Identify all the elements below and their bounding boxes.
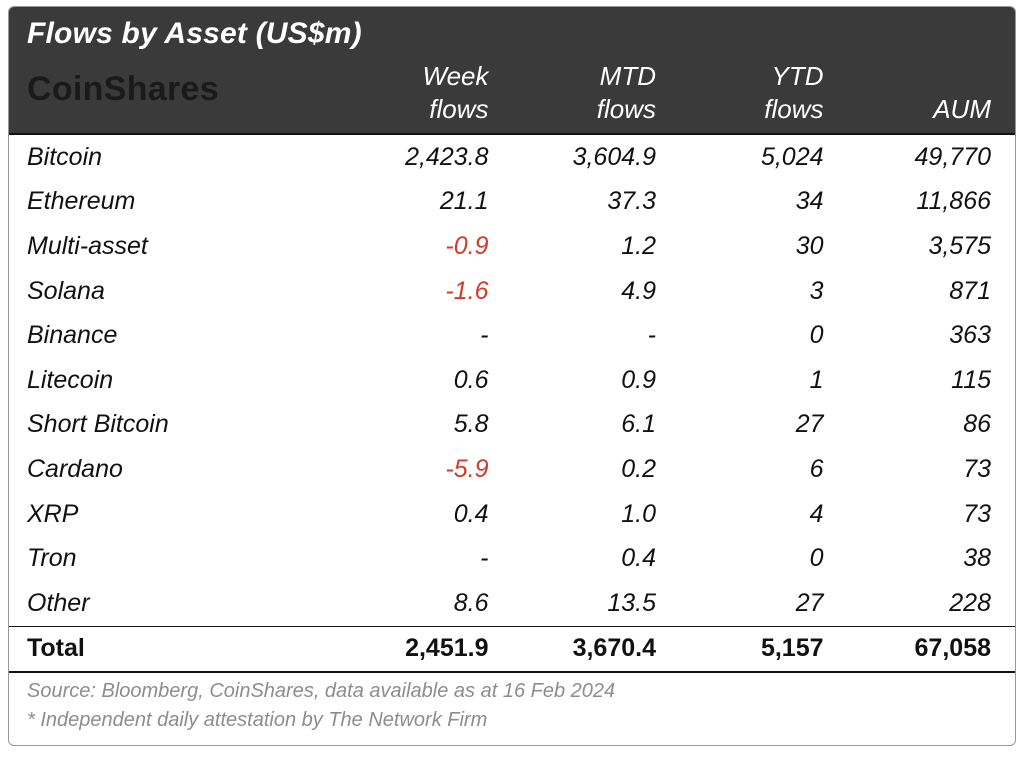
cell-ytd: 1	[662, 366, 830, 395]
cell-aum: 49,770	[830, 143, 998, 172]
cell-aum: 871	[830, 277, 998, 306]
cell-ytd: 6	[662, 455, 830, 484]
cell-week: 8.6	[327, 589, 495, 618]
footer-source: Source: Bloomberg, CoinShares, data avai…	[27, 677, 997, 706]
cell-week: -5.9	[327, 455, 495, 484]
asset-name: Short Bitcoin	[27, 410, 327, 439]
col-aum: AUM	[830, 93, 998, 126]
table-header: Flows by Asset (US$m) CoinShares Week fl…	[9, 7, 1015, 133]
cell-aum: 73	[830, 455, 998, 484]
col-mtd-flows: MTD flows	[495, 60, 663, 125]
asset-name: Multi-asset	[27, 232, 327, 261]
total-row: Total 2,451.9 3,670.4 5,157 67,058	[9, 626, 1015, 672]
cell-aum: 363	[830, 321, 998, 350]
table-row: Ethereum21.137.33411,866	[9, 180, 1015, 225]
cell-mtd: 1.0	[495, 500, 663, 529]
table-row: XRP0.41.0473	[9, 492, 1015, 537]
cell-ytd: 5,024	[662, 143, 830, 172]
brand-cell: CoinShares	[27, 53, 327, 125]
cell-ytd: 0	[662, 321, 830, 350]
table-row: Cardano-5.90.2673	[9, 447, 1015, 492]
cell-mtd: 3,604.9	[495, 143, 663, 172]
cell-week: -0.9	[327, 232, 495, 261]
cell-mtd: 0.2	[495, 455, 663, 484]
table-row: Litecoin0.60.91115	[9, 358, 1015, 403]
cell-aum: 228	[830, 589, 998, 618]
cell-week: -	[327, 321, 495, 350]
asset-name: Other	[27, 589, 327, 618]
table-row: Short Bitcoin5.86.12786	[9, 403, 1015, 448]
table-row: Multi-asset-0.91.2303,575	[9, 224, 1015, 269]
cell-mtd: 4.9	[495, 277, 663, 306]
column-header-row: CoinShares Week flows MTD flows YTD flow…	[27, 53, 997, 125]
asset-name: XRP	[27, 500, 327, 529]
table-row: Bitcoin2,423.83,604.95,02449,770	[9, 133, 1015, 180]
col-week-flows: Week flows	[327, 60, 495, 125]
col-ytd-flows: YTD flows	[662, 60, 830, 125]
cell-mtd: 0.9	[495, 366, 663, 395]
cell-aum: 73	[830, 500, 998, 529]
table-row: Other8.613.527228	[9, 581, 1015, 626]
total-ytd: 5,157	[662, 634, 830, 663]
cell-week: 0.6	[327, 366, 495, 395]
cell-week: 21.1	[327, 187, 495, 216]
cell-mtd: 37.3	[495, 187, 663, 216]
asset-name: Cardano	[27, 455, 327, 484]
report-frame: Flows by Asset (US$m) CoinShares Week fl…	[0, 0, 1024, 764]
cell-week: 2,423.8	[327, 143, 495, 172]
table-row: Tron-0.4038	[9, 536, 1015, 581]
table-total: Total 2,451.9 3,670.4 5,157 67,058	[9, 626, 1015, 672]
total-week: 2,451.9	[327, 634, 495, 663]
total-aum: 67,058	[830, 634, 998, 663]
cell-aum: 11,866	[830, 187, 998, 216]
cell-week: 0.4	[327, 500, 495, 529]
footer-note: * Independent daily attestation by The N…	[27, 706, 997, 735]
cell-aum: 115	[830, 366, 998, 395]
cell-week: -	[327, 544, 495, 573]
cell-ytd: 34	[662, 187, 830, 216]
flows-card: Flows by Asset (US$m) CoinShares Week fl…	[8, 6, 1016, 746]
cell-aum: 38	[830, 544, 998, 573]
cell-mtd: 1.2	[495, 232, 663, 261]
cell-mtd: 13.5	[495, 589, 663, 618]
table-body: Bitcoin2,423.83,604.95,02449,770Ethereum…	[9, 133, 1015, 626]
cell-mtd: -	[495, 321, 663, 350]
cell-ytd: 0	[662, 544, 830, 573]
cell-ytd: 4	[662, 500, 830, 529]
total-label: Total	[27, 634, 327, 663]
asset-name: Solana	[27, 277, 327, 306]
cell-ytd: 30	[662, 232, 830, 261]
cell-mtd: 0.4	[495, 544, 663, 573]
cell-aum: 3,575	[830, 232, 998, 261]
cell-ytd: 3	[662, 277, 830, 306]
cell-week: 5.8	[327, 410, 495, 439]
cell-ytd: 27	[662, 589, 830, 618]
table-row: Binance--0363	[9, 313, 1015, 358]
brand-logo-text: CoinShares	[27, 70, 219, 109]
table-title: Flows by Asset (US$m)	[27, 17, 997, 51]
table-footer: Source: Bloomberg, CoinShares, data avai…	[9, 671, 1015, 745]
asset-name: Bitcoin	[27, 143, 327, 172]
cell-ytd: 27	[662, 410, 830, 439]
total-mtd: 3,670.4	[495, 634, 663, 663]
cell-mtd: 6.1	[495, 410, 663, 439]
asset-name: Ethereum	[27, 187, 327, 216]
asset-name: Binance	[27, 321, 327, 350]
table-row: Solana-1.64.93871	[9, 269, 1015, 314]
asset-name: Tron	[27, 544, 327, 573]
cell-week: -1.6	[327, 277, 495, 306]
asset-name: Litecoin	[27, 366, 327, 395]
cell-aum: 86	[830, 410, 998, 439]
